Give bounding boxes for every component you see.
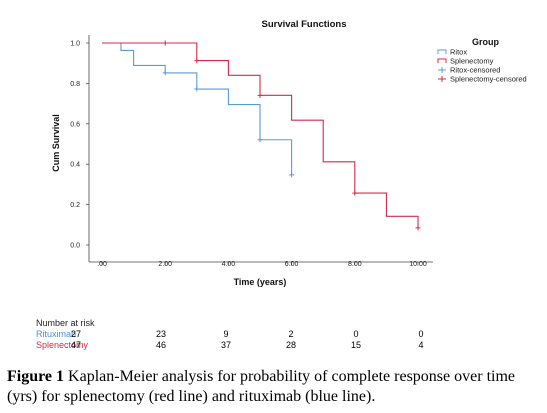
series-line-0 <box>102 42 293 175</box>
legend-swatch <box>438 76 446 82</box>
risk-value: 0 <box>418 329 424 339</box>
caption-label: Figure 1 <box>7 368 65 385</box>
x-tick-label: 10.00 <box>409 261 427 268</box>
legend-label: Splenectomy-censored <box>450 75 527 84</box>
risk-value: 4 <box>418 340 424 350</box>
y-tick-label: 1.0 <box>70 41 80 48</box>
censor-mark <box>162 40 168 46</box>
legend-label: Splenectomy <box>450 57 494 66</box>
y-tick-label: 0.8 <box>70 81 80 88</box>
legend-swatch <box>437 58 447 63</box>
risk-value: 46 <box>155 340 166 350</box>
x-tick-label: .00 <box>97 261 107 268</box>
legend-items: RitoxSplenectomyRitox-censoredSplenectom… <box>437 48 527 84</box>
risk-value: 9 <box>223 329 229 339</box>
censor-mark <box>162 70 168 76</box>
x-axis-title: Time (years) <box>234 277 287 287</box>
legend-swatch <box>437 49 447 54</box>
y-tick-label: 0.4 <box>70 162 80 169</box>
risk-value: 47 <box>70 340 81 350</box>
censor-mark <box>194 86 200 92</box>
caption-text: Kaplan-Meier analysis for probability of… <box>7 368 515 405</box>
y-tick-label: 0.6 <box>70 121 80 128</box>
survival-chart: Survival Functions 0.0 0.2 0.4 0.6 0.8 1.0 .0… <box>51 19 527 287</box>
risk-value: 0 <box>353 329 359 339</box>
censor-mark <box>194 58 200 64</box>
censor-mark <box>257 137 263 143</box>
x-tick-label: 2.00 <box>158 261 172 268</box>
x-axis-ticks: .00 2.00 4.00 6.00 8.00 10.00 <box>97 261 427 268</box>
legend-label: Ritox-censored <box>450 66 500 75</box>
legend: Group RitoxSplenectomyRitox-censoredSple… <box>437 37 527 84</box>
series-layer <box>102 40 421 231</box>
risk-value: 28 <box>285 340 296 350</box>
censor-mark <box>352 190 358 196</box>
y-tick-label: 0.0 <box>70 243 80 250</box>
risk-row-label: Rituximab <box>36 329 77 339</box>
risk-value: 27 <box>70 329 81 339</box>
risk-value: 15 <box>350 340 361 350</box>
risk-row-label: Splenectomy <box>36 340 89 350</box>
figure-caption: Figure 1 Kaplan-Meier analysis for proba… <box>7 367 547 407</box>
legend-title: Group <box>472 37 499 47</box>
censor-mark <box>289 172 295 178</box>
risk-value: 37 <box>220 340 231 350</box>
x-tick-label: 8.00 <box>348 261 362 268</box>
censor-mark <box>257 92 263 98</box>
chart-title: Survival Functions <box>262 19 347 30</box>
risk-value: 23 <box>155 329 166 339</box>
y-axis-title: Cum Survival <box>51 114 61 172</box>
series-line-1 <box>102 42 419 228</box>
x-tick-label: 4.00 <box>222 261 236 268</box>
risk-table-title: Number at risk <box>36 318 95 328</box>
x-tick-label: 6.00 <box>285 261 299 268</box>
legend-label: Ritox <box>450 48 467 57</box>
y-tick-label: 0.2 <box>70 202 80 209</box>
censor-mark <box>415 225 421 231</box>
risk-value: 2 <box>288 329 294 339</box>
y-axis-ticks: 0.0 0.2 0.4 0.6 0.8 1.0 <box>70 41 89 250</box>
legend-swatch <box>438 67 446 73</box>
